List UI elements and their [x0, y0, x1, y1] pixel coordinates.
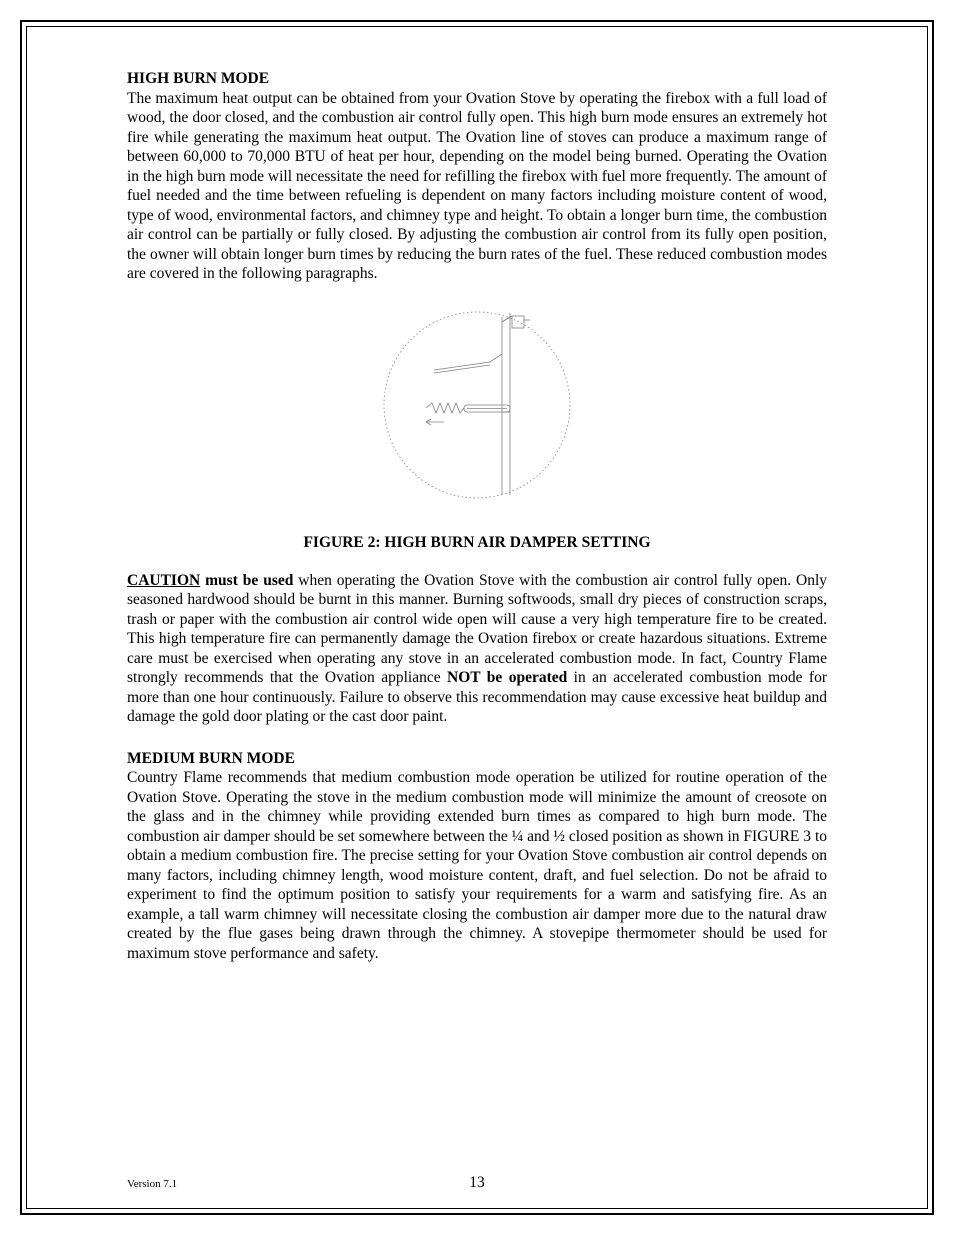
medium-burn-heading: MEDIUM BURN MODE — [127, 750, 295, 767]
medium-burn-body: Country Flame recommends that medium com… — [127, 769, 827, 962]
caution-mustbe: must be used — [200, 572, 293, 589]
damper-diagram-svg — [372, 300, 582, 510]
outer-border: HIGH BURN MODE The maximum heat output c… — [20, 20, 934, 1215]
footer-page-number: 13 — [127, 1174, 827, 1192]
caution-paragraph: CAUTION must be used when operating the … — [127, 571, 827, 727]
caution-notop: NOT be operated — [447, 669, 567, 686]
caution-label: CAUTION — [127, 572, 200, 589]
high-burn-body: The maximum heat output can be obtained … — [127, 90, 827, 283]
high-burn-heading: HIGH BURN MODE — [127, 70, 269, 87]
high-burn-paragraph: HIGH BURN MODE The maximum heat output c… — [127, 69, 827, 284]
page: HIGH BURN MODE The maximum heat output c… — [0, 0, 954, 1235]
figure-2 — [127, 300, 827, 516]
figure-2-caption: FIGURE 2: HIGH BURN AIR DAMPER SETTING — [127, 533, 827, 553]
content: HIGH BURN MODE The maximum heat output c… — [127, 69, 827, 964]
inner-border: HIGH BURN MODE The maximum heat output c… — [26, 26, 928, 1209]
medium-burn-paragraph: MEDIUM BURN MODE Country Flame recommend… — [127, 749, 827, 964]
